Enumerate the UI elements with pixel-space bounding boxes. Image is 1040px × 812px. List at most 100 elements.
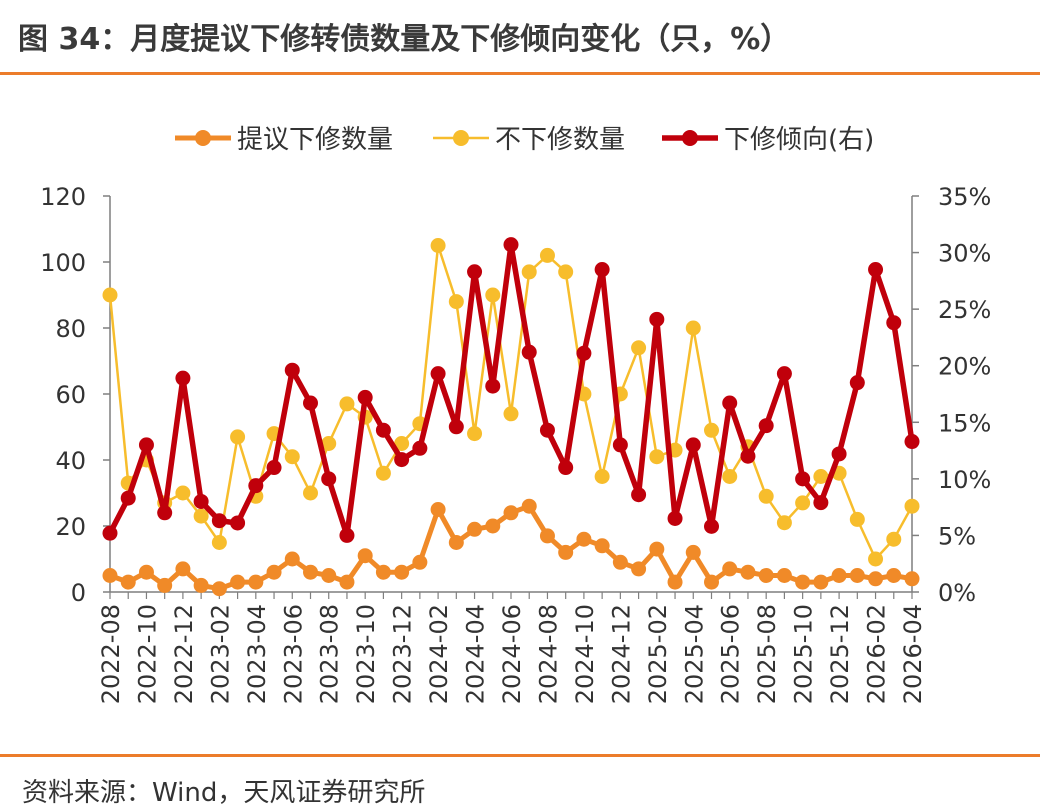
series-2-point bbox=[321, 436, 337, 451]
y-left-tick-label: 100 bbox=[40, 249, 86, 277]
page-title: 图 34：月度提议下修转债数量及下修倾向变化（只，%） bbox=[18, 22, 791, 57]
series-3-point bbox=[612, 437, 628, 453]
series-1-point bbox=[868, 571, 884, 587]
legend-swatch-marker bbox=[453, 130, 469, 146]
legend-label: 不下修数量 bbox=[495, 125, 625, 155]
x-tick-label: 2024-02 bbox=[425, 604, 453, 704]
y-right-tick-label: 15% bbox=[938, 409, 991, 437]
x-tick-label: 2024-10 bbox=[571, 604, 599, 704]
series-3-point bbox=[740, 448, 756, 464]
series-3-point bbox=[722, 395, 738, 411]
series-3-point bbox=[649, 311, 665, 327]
series-1-point bbox=[430, 502, 446, 517]
x-tick-label: 2026-02 bbox=[863, 604, 891, 704]
series-2-point bbox=[102, 287, 118, 303]
series-2-point bbox=[394, 436, 410, 451]
y-left-tick-label: 20 bbox=[55, 513, 86, 541]
series-3-point bbox=[485, 378, 501, 394]
series-3-point bbox=[248, 478, 264, 494]
series-2-point bbox=[430, 238, 446, 253]
series-1-point bbox=[685, 544, 701, 560]
series-3-point bbox=[558, 460, 574, 476]
series-1-point bbox=[248, 574, 264, 590]
series-2-point bbox=[503, 406, 519, 422]
series-1-point bbox=[612, 554, 628, 570]
series-3-line bbox=[107, 241, 915, 539]
series-2-point bbox=[375, 465, 391, 481]
series-1 bbox=[102, 498, 920, 597]
series-1-point bbox=[485, 518, 501, 534]
series-2-point bbox=[704, 422, 719, 438]
series-2 bbox=[102, 238, 920, 567]
series-1-point bbox=[704, 574, 719, 590]
series-2-point bbox=[485, 287, 501, 303]
series-1-point bbox=[303, 564, 318, 580]
series-3-point bbox=[230, 515, 246, 531]
y-right-tick-label: 30% bbox=[938, 240, 991, 268]
y-right-tick-label: 5% bbox=[938, 522, 976, 550]
series-2-point bbox=[813, 469, 829, 484]
series-3-point bbox=[795, 471, 811, 487]
source-note: 资料来源：Wind，天风证券研究所 bbox=[22, 778, 426, 808]
legend-item-1: 提议下修数量 bbox=[175, 125, 393, 155]
series-1-point bbox=[776, 568, 792, 583]
series-3-point bbox=[430, 366, 446, 382]
series-3-point bbox=[758, 418, 774, 434]
x-tick-label: 2023-04 bbox=[243, 604, 271, 704]
series-2-point bbox=[776, 515, 792, 531]
series-1-point bbox=[558, 544, 574, 560]
series-3-point bbox=[448, 419, 464, 435]
series-3-point bbox=[284, 362, 300, 378]
x-tick-label: 2023-06 bbox=[279, 604, 307, 704]
series-2-point bbox=[230, 429, 246, 445]
series-2-point bbox=[284, 449, 300, 465]
series-2-point bbox=[849, 511, 865, 527]
series-2-point bbox=[175, 485, 191, 501]
series-1-point bbox=[813, 574, 829, 590]
series-2-point bbox=[631, 340, 647, 356]
x-tick-label: 2025-04 bbox=[680, 604, 708, 704]
legend-item-2: 不下修数量 bbox=[433, 125, 625, 155]
series-3-point bbox=[503, 237, 519, 253]
x-tick-label: 2022-12 bbox=[170, 604, 198, 704]
series-3-point bbox=[266, 460, 282, 476]
series-2-point bbox=[521, 264, 537, 280]
series-3-point bbox=[357, 389, 373, 405]
series-1-point bbox=[412, 554, 428, 570]
series-2-point bbox=[722, 469, 738, 484]
series-2-point bbox=[539, 247, 555, 263]
series-3-point bbox=[120, 490, 136, 506]
x-tick-label: 2023-08 bbox=[316, 604, 344, 704]
x-tick-label: 2024-04 bbox=[462, 604, 490, 704]
series-2-point bbox=[758, 488, 774, 504]
series-1-point bbox=[193, 577, 209, 593]
x-tick-label: 2024-12 bbox=[607, 604, 635, 704]
series-1-point bbox=[102, 568, 118, 583]
series-3-point bbox=[157, 505, 173, 521]
x-tick-label: 2023-02 bbox=[206, 604, 234, 704]
series-3-point bbox=[849, 375, 865, 391]
series-1-point bbox=[321, 568, 337, 583]
x-tick-label: 2023-12 bbox=[389, 604, 417, 704]
series-2-point bbox=[904, 498, 920, 514]
y-right-tick-label: 10% bbox=[938, 466, 991, 494]
series-layer bbox=[102, 237, 920, 597]
x-tick-label: 2022-08 bbox=[97, 604, 125, 704]
x-tick-label: 2024-06 bbox=[498, 604, 526, 704]
axes: 0 20 40 60 80 100 120 0% 5% 10% 15% 20% 25% 30% 35% 202… bbox=[40, 183, 991, 704]
series-1-point bbox=[758, 568, 774, 583]
series-3-point bbox=[138, 437, 154, 453]
legend-swatch-marker bbox=[195, 130, 211, 146]
series-2-point bbox=[303, 485, 318, 501]
series-2-point bbox=[868, 551, 884, 567]
series-2-point bbox=[193, 508, 209, 524]
series-2-point bbox=[448, 294, 464, 310]
series-3-point bbox=[102, 525, 118, 541]
series-3-point bbox=[394, 452, 410, 468]
series-3-point bbox=[576, 345, 592, 361]
series-1-point bbox=[120, 574, 136, 590]
series-3-point bbox=[685, 437, 701, 453]
series-1-point bbox=[375, 564, 391, 580]
y-left-tick-label: 60 bbox=[55, 381, 86, 409]
series-1-point bbox=[740, 564, 756, 580]
